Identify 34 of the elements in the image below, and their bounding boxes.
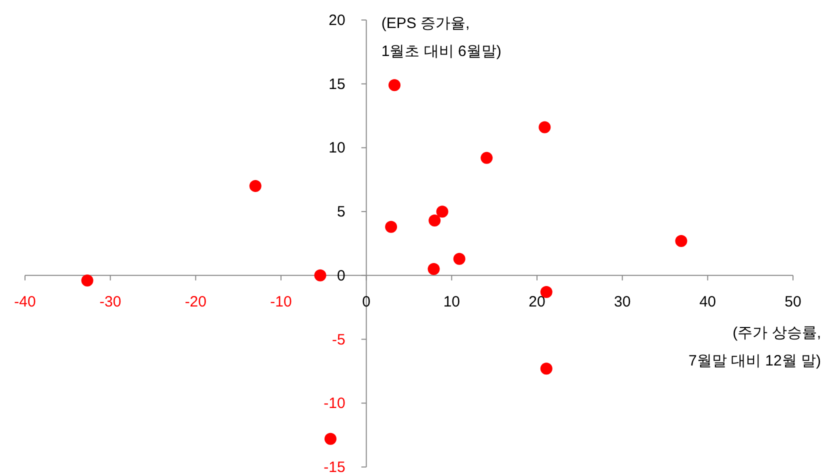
x-tick-label: 30 xyxy=(614,293,631,310)
point xyxy=(453,252,466,265)
point xyxy=(538,121,551,134)
x-tick-label: 40 xyxy=(699,293,716,310)
y-tick-label: 5 xyxy=(336,204,346,221)
x-tick-label: 10 xyxy=(443,293,460,310)
x-tick-label: 50 xyxy=(784,293,802,310)
x-tick-label: -40 xyxy=(14,293,36,310)
y-tick-label: -15 xyxy=(324,459,346,476)
point xyxy=(385,220,398,233)
y-tick-label: 10 xyxy=(328,140,346,157)
point xyxy=(428,214,441,227)
y-tick-label: -10 xyxy=(324,395,346,412)
x-axis-title: (주가 상승률, 7월말 대비 12월 말) xyxy=(688,324,821,370)
y-axis-title: (EPS 증가율, 1월초 대비 6월말) xyxy=(381,15,502,60)
point xyxy=(436,206,448,218)
point xyxy=(388,79,400,92)
y-tick-label: -5 xyxy=(332,331,346,348)
point xyxy=(249,180,262,192)
x-tick-label: 0 xyxy=(362,293,371,310)
point xyxy=(540,362,552,375)
point xyxy=(428,263,440,276)
point xyxy=(480,152,493,164)
point xyxy=(324,432,336,445)
y-tick-label: 0 xyxy=(336,267,346,284)
x-tick-label: -30 xyxy=(99,293,122,310)
x-tick-label: 20 xyxy=(528,293,546,310)
point xyxy=(314,269,326,282)
point xyxy=(675,234,688,247)
y-tick-label: 20 xyxy=(328,12,346,29)
point xyxy=(81,274,94,287)
y-tick-label: 15 xyxy=(328,76,346,93)
x-tick-label: -20 xyxy=(184,293,207,310)
x-tick-label: -10 xyxy=(270,293,292,310)
